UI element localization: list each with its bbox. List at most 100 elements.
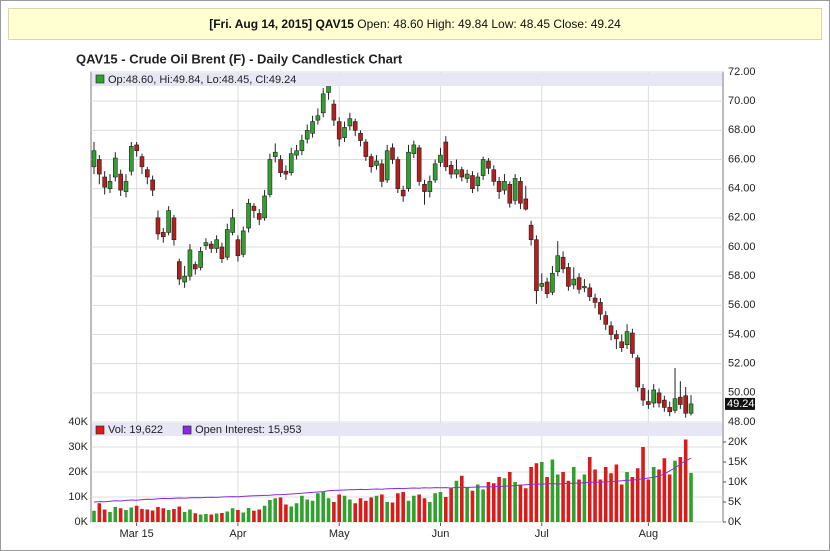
volume-bar [289, 506, 294, 522]
candle-body [235, 239, 241, 257]
last-price-label: 49.24 [727, 398, 755, 410]
candle-body [219, 246, 225, 259]
candle-body [304, 130, 310, 140]
volume-bar [593, 469, 597, 522]
volume-bar [406, 500, 411, 522]
candle-body [624, 331, 630, 346]
candle-body [523, 198, 529, 210]
candle-body [651, 389, 657, 404]
volume-bar [145, 509, 150, 522]
candle-body [475, 176, 481, 187]
volume-bar [609, 473, 613, 522]
volume-bar [337, 494, 342, 522]
volume-bar [539, 462, 544, 522]
candle-body [267, 159, 273, 195]
volume-bar [433, 493, 437, 522]
legend-swatch [95, 74, 105, 84]
volume-bar [268, 500, 272, 522]
candle-body [384, 150, 390, 181]
volume-bar [678, 457, 683, 522]
volume-bar [369, 497, 373, 522]
candle-body [406, 151, 411, 189]
candle-body [614, 334, 619, 340]
candle-body [352, 121, 358, 131]
volume-bar [502, 478, 507, 522]
candle-body [683, 395, 688, 414]
volume-bar [571, 467, 576, 522]
candle-body [97, 159, 102, 175]
volume-bar [545, 477, 549, 522]
candle-body [635, 357, 641, 388]
y2-tick-label: 10K [728, 476, 748, 488]
candle-body [432, 163, 438, 181]
volume-bar [444, 497, 448, 522]
candle-body [214, 239, 219, 249]
candle-body [608, 325, 614, 335]
volume-bar [603, 467, 608, 522]
candle-body [331, 103, 337, 121]
volume-bar [497, 477, 501, 522]
x-tick-label: Aug [639, 528, 659, 540]
volume-bar [364, 500, 368, 522]
candle-body [534, 239, 539, 292]
volume-bar [172, 509, 176, 522]
volume-bar [102, 509, 107, 522]
volume-bar [630, 477, 635, 522]
volume-bar [662, 458, 667, 522]
candle-body [160, 232, 166, 238]
volume-bar [518, 484, 523, 522]
candle-body [646, 401, 651, 405]
candle-body [347, 118, 353, 127]
volume-bar [204, 514, 208, 522]
candle-body [454, 169, 459, 175]
volume-bar [470, 490, 475, 522]
x-tick-label: Mar 15 [120, 528, 154, 540]
volume-bar [182, 512, 187, 522]
candle-body [150, 179, 155, 191]
volume-bar [566, 480, 571, 522]
volume-bar [166, 510, 171, 522]
candle-body [688, 403, 694, 414]
candle-body [240, 230, 246, 255]
volume-bar [305, 499, 310, 522]
y2-tick-label: 5K [728, 496, 742, 508]
volume-bar [491, 483, 496, 522]
candle-body [251, 205, 257, 211]
volume-bar [513, 482, 517, 522]
volume-bar [689, 472, 693, 522]
volume-bar [161, 508, 166, 522]
volume-bar [475, 484, 480, 522]
volume-bar [230, 508, 235, 522]
candle-body [459, 169, 465, 178]
volume-bar [454, 480, 459, 522]
volume-bar [129, 507, 134, 522]
candle-body [656, 392, 662, 404]
volume-bar [460, 475, 464, 522]
candle-body [145, 169, 150, 178]
y-tick-label: 56.00 [728, 299, 756, 311]
candle-body [374, 160, 379, 166]
candle-body [278, 159, 283, 173]
y-tick-label: 0K [75, 516, 89, 528]
candle-body [299, 140, 305, 152]
volume-bar [97, 503, 102, 522]
candle-body [336, 121, 342, 140]
volume-bar [353, 503, 357, 522]
candle-body [102, 176, 107, 188]
candle-body [134, 144, 139, 152]
y2-tick-label: 15K [728, 456, 748, 468]
candle-body [294, 150, 299, 156]
candle-body [166, 210, 171, 233]
candle-body [427, 181, 433, 192]
candle-body [288, 153, 294, 173]
x-tick-label: May [329, 528, 350, 540]
candle-body [416, 147, 422, 182]
legend-band [92, 73, 722, 86]
candle-body [486, 160, 491, 169]
y2-tick-label: 0K [728, 516, 742, 528]
candle-body [368, 156, 374, 168]
open-interest-line [93, 457, 692, 503]
legend-text: Vol: 19,622 [108, 424, 163, 436]
